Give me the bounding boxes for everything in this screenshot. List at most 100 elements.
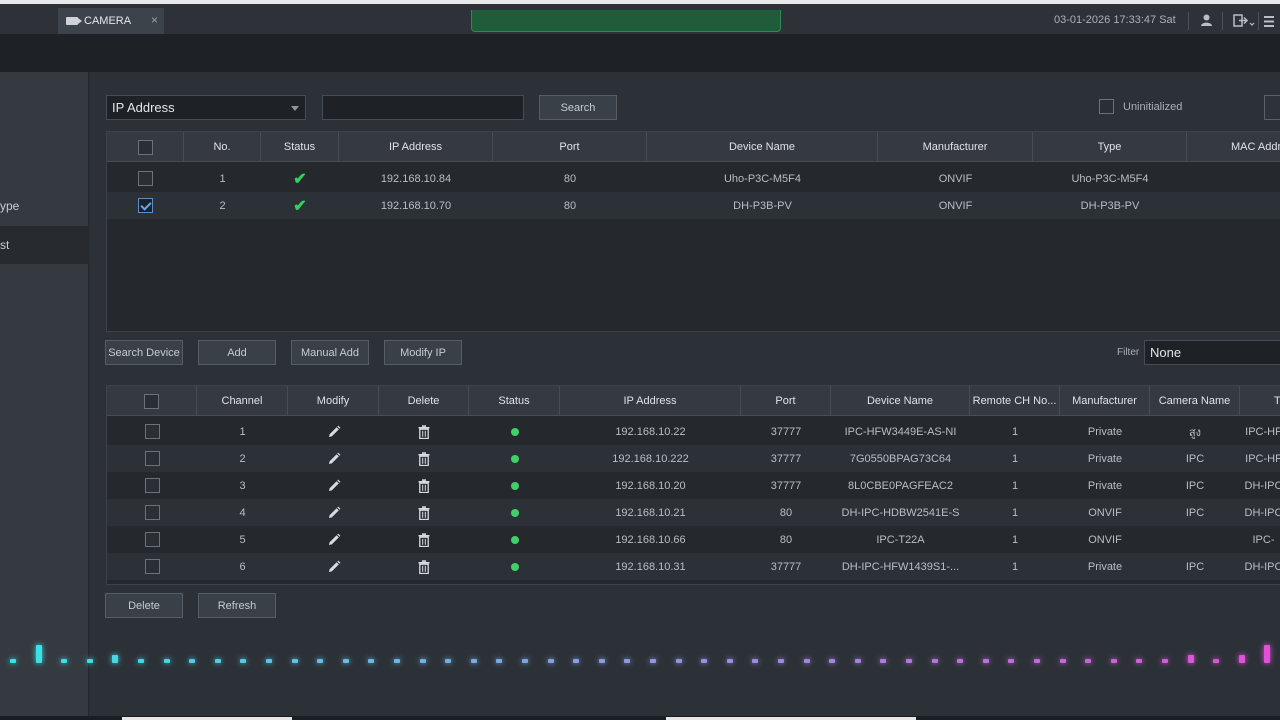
row-device-name: DH-P3B-PV [733, 199, 792, 212]
sidebar: ype st [0, 72, 89, 720]
search-device-button[interactable]: Search Device [105, 340, 183, 365]
row-channel: 2 [239, 452, 246, 465]
select-all-checkbox[interactable] [137, 139, 153, 155]
column-header[interactable]: Remote CH No... [970, 386, 1060, 416]
trash-icon[interactable] [418, 559, 430, 574]
close-icon[interactable]: × [150, 13, 158, 27]
table-row[interactable]: 4 192.168.10.21 80 DH-IPC-HDBW2541E-S 1 ONVIF… [107, 499, 1280, 526]
row-remote-ch: 1 [1011, 506, 1019, 519]
table-row[interactable]: 1 192.168.10.22 37777 IPC-HFW3449E-AS-NI 1 Pr… [107, 418, 1280, 445]
row-ip: 192.168.10.84 [380, 172, 452, 185]
user-icon[interactable] [1200, 14, 1213, 26]
edge-button[interactable] [1264, 95, 1280, 120]
column-header[interactable]: No. [184, 132, 261, 162]
trash-icon[interactable] [418, 451, 430, 466]
row-checkbox[interactable] [138, 171, 153, 186]
row-no: 2 [219, 199, 226, 212]
pencil-icon[interactable] [327, 533, 341, 547]
column-header[interactable]: Camera Name [1150, 386, 1240, 416]
sidebar-item-type[interactable]: ype [0, 187, 89, 225]
row-type: IPC- [1252, 533, 1275, 546]
column-header[interactable]: Manufacturer [1060, 386, 1150, 416]
sidebar-item-list[interactable]: st [0, 226, 89, 264]
search-input[interactable] [322, 95, 524, 120]
row-device-name: IPC-T22A [876, 533, 925, 546]
table-row[interactable]: 1 ✔ 192.168.10.84 80 Uho-P3C-M5F4 ONVIF … [107, 165, 1280, 192]
pencil-icon[interactable] [327, 560, 341, 574]
tab-camera[interactable]: CAMERA × [58, 8, 164, 34]
manual-add-button[interactable]: Manual Add [291, 340, 369, 365]
row-remote-ch: 1 [1011, 452, 1019, 465]
column-header[interactable]: MAC Addr [1231, 141, 1280, 153]
row-checkbox[interactable] [144, 559, 160, 574]
modify-ip-button[interactable]: Modify IP [384, 340, 462, 365]
add-button[interactable]: Add [198, 340, 276, 365]
search-field-select[interactable]: IP Address [106, 95, 306, 120]
pencil-icon[interactable] [327, 506, 341, 520]
column-header[interactable]: IP Address [339, 132, 493, 162]
pencil-icon[interactable] [327, 452, 341, 466]
row-manufacturer: Private [1087, 425, 1123, 438]
uninitialized-checkbox[interactable] [1099, 99, 1114, 114]
table-header: Channel Modify Delete Status IP Address … [107, 386, 1280, 416]
row-checkbox[interactable] [144, 478, 160, 493]
search-button[interactable]: Search [539, 95, 617, 120]
column-header[interactable]: Port [741, 386, 831, 416]
row-remote-ch: 1 [1011, 479, 1019, 492]
bottom-bar [0, 716, 1280, 720]
table-row[interactable]: 3 192.168.10.20 37777 8L0CBE0PAGFEAC2 1 Priva… [107, 472, 1280, 499]
row-ip: 192.168.10.20 [615, 479, 686, 492]
row-ip: 192.168.10.21 [615, 506, 686, 519]
column-header[interactable]: Delete [379, 386, 469, 416]
row-checkbox[interactable] [144, 505, 160, 520]
row-port: 80 [563, 172, 577, 185]
row-camera-name [1150, 526, 1240, 553]
table-row[interactable]: 6 192.168.10.31 37777 DH-IPC-HFW1439S1-... 1… [107, 553, 1280, 580]
row-port: 80 [779, 506, 793, 519]
column-header[interactable]: Device Name [647, 132, 878, 162]
column-header[interactable]: Ty [1274, 395, 1280, 407]
refresh-button[interactable]: Refresh [198, 593, 276, 618]
column-header[interactable]: Device Name [831, 386, 970, 416]
delete-button[interactable]: Delete [105, 593, 183, 618]
filter-select[interactable]: None [1144, 340, 1280, 365]
uninitialized-toggle[interactable]: Uninitialized [1099, 99, 1182, 114]
status-online-icon [510, 454, 519, 463]
row-checkbox[interactable] [144, 451, 160, 466]
table-row[interactable]: 2 ✔ 192.168.10.70 80 DH-P3B-PV ONVIF DH-… [107, 192, 1280, 219]
row-type: Uho-P3C-M5F4 [1071, 172, 1149, 185]
row-checkbox[interactable] [144, 424, 160, 439]
trash-icon[interactable] [418, 424, 430, 439]
row-channel: 3 [239, 479, 246, 492]
row-device-name: IPC-HFW3449E-AS-NI [844, 425, 957, 438]
status-online-icon [510, 427, 519, 436]
row-type: DH-IPC [1244, 506, 1280, 519]
row-manufacturer: ONVIF [938, 172, 973, 185]
column-header[interactable]: Channel [197, 386, 288, 416]
trash-icon[interactable] [418, 505, 430, 520]
table-row[interactable]: 2 192.168.10.222 37777 7G0550BPAG73C64 1 Priv… [107, 445, 1280, 472]
column-header[interactable]: Status [261, 132, 339, 162]
row-checkbox[interactable] [138, 198, 153, 213]
divider [1258, 12, 1259, 30]
row-checkbox[interactable] [144, 532, 160, 547]
row-channel: 4 [239, 506, 246, 519]
logout-icon[interactable] [1233, 14, 1255, 27]
trash-icon[interactable] [418, 478, 430, 493]
pencil-icon[interactable] [327, 479, 341, 493]
row-channel: 1 [239, 425, 246, 438]
select-all-checkbox[interactable] [144, 393, 159, 409]
column-header[interactable]: Modify [288, 386, 379, 416]
column-header[interactable]: Type [1033, 132, 1187, 162]
column-header[interactable]: Status [469, 386, 560, 416]
trash-icon[interactable] [418, 532, 430, 547]
camera-icon [66, 17, 82, 25]
status-online-icon [510, 535, 519, 544]
table-row[interactable]: 5 192.168.10.66 80 IPC-T22A 1 ONVIF IPC- [107, 526, 1280, 553]
column-header[interactable]: Manufacturer [878, 132, 1033, 162]
column-header[interactable]: IP Address [560, 386, 741, 416]
row-no: 1 [219, 172, 226, 185]
menu-icon[interactable] [1264, 16, 1274, 27]
pencil-icon[interactable] [327, 425, 341, 439]
column-header[interactable]: Port [493, 132, 647, 162]
